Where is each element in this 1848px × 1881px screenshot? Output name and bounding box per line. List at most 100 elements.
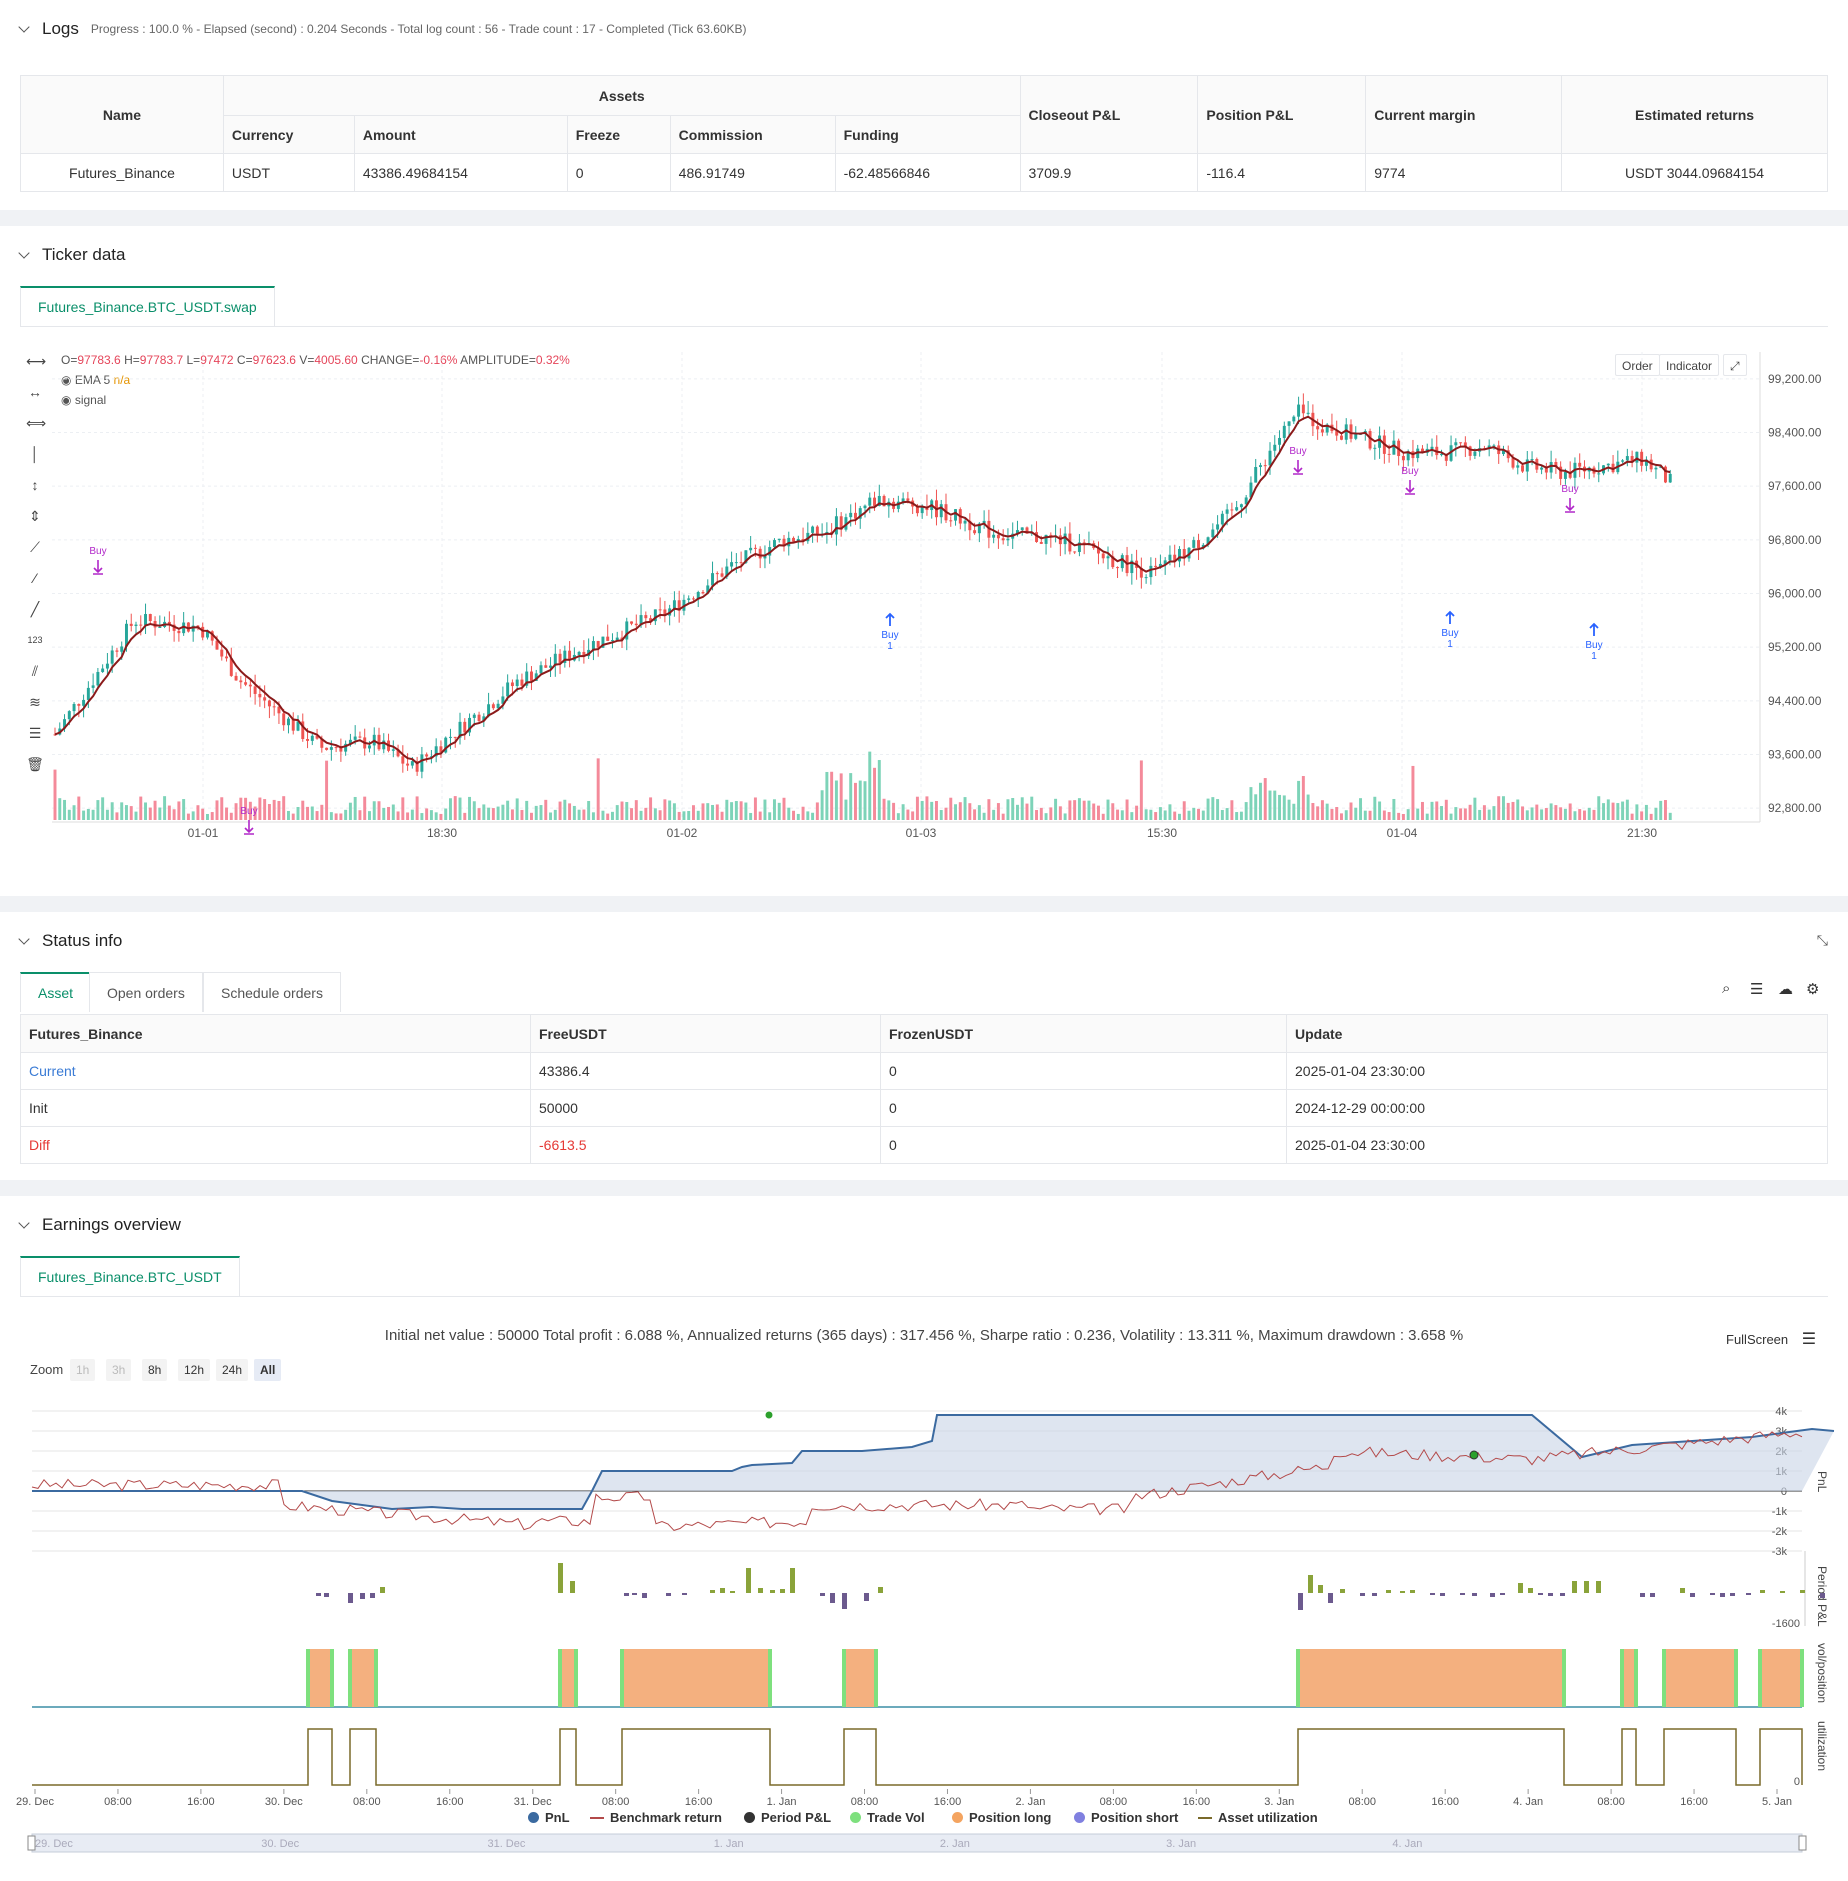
legend-item[interactable]: Benchmark return <box>590 1810 722 1825</box>
candle-body <box>1220 513 1224 525</box>
horizontal-line-icon[interactable]: ↔ <box>28 384 42 400</box>
volume-bar <box>353 796 357 820</box>
x-tick-label: 16:00 <box>1431 1796 1459 1808</box>
cell-currency: USDT <box>222 153 355 192</box>
ticker-header[interactable]: Ticker data <box>0 226 1848 284</box>
signal-legend[interactable]: ◉ signal <box>61 393 106 407</box>
tab-ticker-symbol[interactable]: Futures_Binance.BTC_USDT.swap <box>20 286 275 326</box>
vertical-ray-icon[interactable]: ⇕ <box>29 508 41 524</box>
zoom-12h[interactable]: 12h <box>178 1359 211 1381</box>
volume-bar <box>1411 765 1415 820</box>
change-value: -0.16% <box>419 353 458 367</box>
vertical-segment-icon[interactable]: ↕ <box>31 477 39 493</box>
status-header[interactable]: Status info <box>0 912 1848 970</box>
expand-icon[interactable]: ⤢ <box>1723 354 1747 376</box>
volume-bar <box>1354 807 1358 820</box>
chevron-down-icon[interactable] <box>18 247 30 259</box>
fullscreen-button[interactable]: FullScreen ☰ <box>1726 1329 1816 1349</box>
menu-icon[interactable]: ☰ <box>1801 1331 1817 1348</box>
cloud-download-icon[interactable]: ☁ <box>1778 981 1793 998</box>
logs-header[interactable]: Logs Progress : 100.0 % - Elapsed (secon… <box>0 0 1848 58</box>
legend-item[interactable]: Period P&L <box>744 1810 831 1825</box>
candlestick-chart[interactable]: 99,200.00 98,400.00 97,600.00 96,800.00 96,0… <box>0 342 1848 872</box>
trend-line-icon[interactable]: ⟋ <box>30 539 40 555</box>
col-frozen: FrozenUSDT <box>880 1014 1287 1053</box>
legend-item[interactable]: Trade Vol <box>850 1810 925 1825</box>
candle-body <box>67 711 71 720</box>
volume-bar <box>549 812 553 820</box>
col-assets: Assets <box>222 75 1021 116</box>
candle-body <box>663 609 667 616</box>
period-pnl-bar <box>770 1590 775 1593</box>
segment-icon[interactable]: ╱ <box>30 601 40 617</box>
chevron-down-icon[interactable] <box>18 1217 30 1229</box>
earnings-header[interactable]: Earnings overview <box>0 1196 1848 1254</box>
volume-bar <box>53 769 57 820</box>
volume-bar <box>720 811 724 820</box>
col-position: Position P&L <box>1197 75 1367 154</box>
candle-body <box>610 640 614 642</box>
volume-bar <box>101 797 105 820</box>
candle-body <box>920 506 924 514</box>
legend-item[interactable]: Position short <box>1074 1810 1178 1825</box>
zoom-8h[interactable]: 8h <box>142 1359 168 1381</box>
volume-bar <box>115 812 119 820</box>
tab-asset[interactable]: Asset <box>20 972 92 1012</box>
eye-icon[interactable]: ◉ <box>61 393 72 407</box>
volume-bar <box>1197 808 1201 820</box>
eye-icon[interactable]: ◉ <box>61 373 72 387</box>
candle-body <box>954 509 958 521</box>
chevron-down-icon[interactable] <box>18 933 30 945</box>
period-pnl-bar <box>360 1593 365 1599</box>
chevron-down-icon[interactable] <box>18 21 30 33</box>
zoom-3h[interactable]: 3h <box>106 1359 132 1381</box>
volume-bar <box>563 799 567 820</box>
tab-open-orders[interactable]: Open orders <box>89 972 203 1012</box>
price-line-icon[interactable]: 123 <box>27 635 43 645</box>
y-tick-label: 96,800.00 <box>1768 533 1822 547</box>
volume-bar <box>1149 809 1153 820</box>
volume-bar <box>201 808 205 820</box>
period-pnl-bar <box>1650 1593 1655 1597</box>
collapse-icon[interactable]: ⤡ <box>1816 932 1828 948</box>
candle-body <box>482 716 486 721</box>
volume-bar <box>682 811 686 820</box>
cell-frozen: 0 <box>880 1089 1287 1127</box>
legend-item[interactable]: Asset utilization <box>1198 1810 1318 1825</box>
zoom-1h[interactable]: 1h <box>70 1359 96 1381</box>
tab-schedule-orders[interactable]: Schedule orders <box>203 972 341 1012</box>
zoom-24h[interactable]: 24h <box>216 1359 249 1381</box>
indicator-button[interactable]: Indicator <box>1659 354 1720 376</box>
volume-bar <box>906 809 910 820</box>
horizontal-ray-icon[interactable]: ⟺ <box>26 415 47 431</box>
ema-legend[interactable]: ◉ EMA 5 n/a <box>61 373 130 387</box>
ruler-icon[interactable]: ☰ <box>28 725 42 741</box>
legend-item[interactable]: Position long <box>952 1810 1051 1825</box>
gear-icon[interactable]: ⚙ <box>1806 981 1820 998</box>
candle-body <box>858 508 862 519</box>
trade-vol-mark <box>1800 1649 1804 1707</box>
candle-body <box>606 636 610 641</box>
volume-bar <box>1111 803 1115 820</box>
ray-line-icon[interactable]: ⁄ <box>33 570 37 586</box>
x-tick-label: 31. Dec <box>514 1796 552 1808</box>
candle-body <box>1111 556 1115 568</box>
legend-item[interactable]: PnL <box>528 1810 570 1825</box>
zoom-all[interactable]: All <box>254 1359 282 1381</box>
volume-bar <box>1501 796 1505 820</box>
tab-earnings-symbol[interactable]: Futures_Binance.BTC_USDT <box>20 1256 240 1296</box>
vertical-line-icon[interactable]: │ <box>30 446 40 462</box>
fib-icon[interactable]: ≋ <box>29 694 41 710</box>
parallel-channel-icon[interactable]: ⫽ <box>31 663 39 679</box>
trash-icon[interactable]: 🗑 <box>26 756 44 772</box>
search-icon[interactable]: ⌕ <box>1722 980 1731 997</box>
volume-bar <box>1435 801 1439 820</box>
candle-body <box>1073 551 1077 553</box>
volume-bar <box>672 803 676 820</box>
crosshair-icon[interactable]: ⟷ <box>26 353 47 369</box>
volume-bar <box>286 810 290 820</box>
order-button[interactable]: Order <box>1615 354 1660 376</box>
buy-signal-arrow <box>1293 460 1303 475</box>
menu-icon[interactable]: ☰ <box>1750 981 1764 998</box>
